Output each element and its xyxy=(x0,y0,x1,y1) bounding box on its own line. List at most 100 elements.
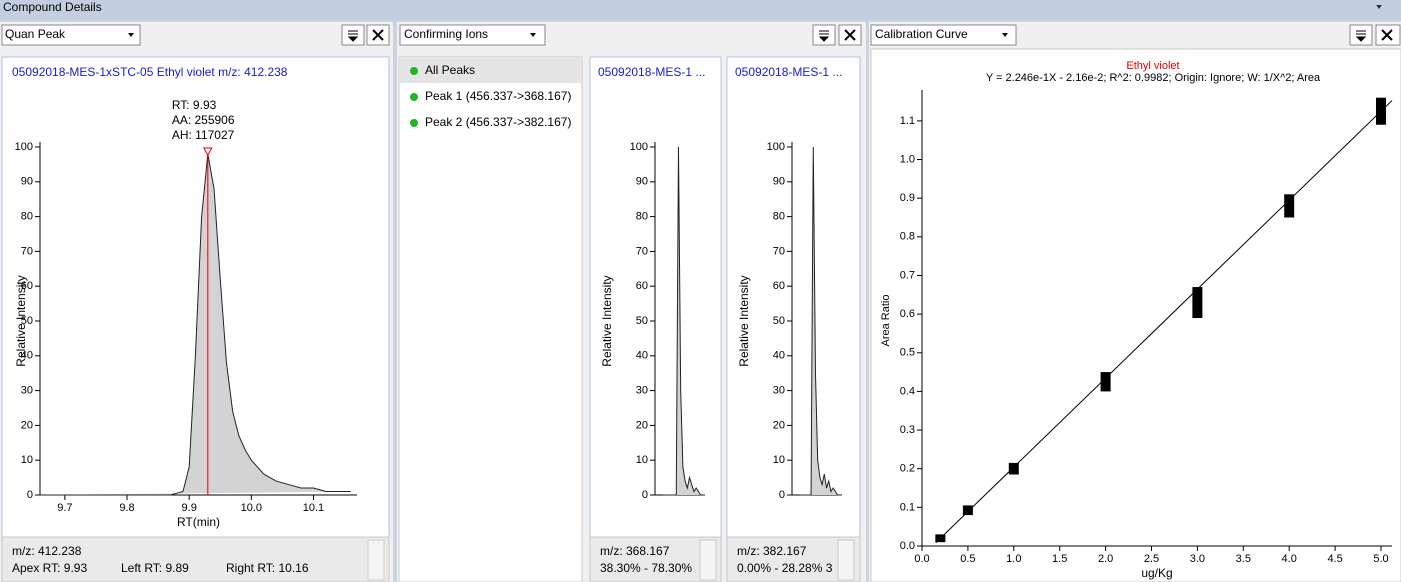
footer-text: Right RT: 10.16 xyxy=(226,561,309,575)
footer-text: m/z: 368.167 xyxy=(600,544,670,558)
footer-text: Left RT: 9.89 xyxy=(121,561,189,575)
y-tick-label: 40 xyxy=(773,350,785,362)
y-tick-label: 90 xyxy=(773,176,785,188)
ion-footer-1 xyxy=(589,536,722,582)
calibration-point xyxy=(1100,372,1111,392)
y-tick-label: 0 xyxy=(779,489,785,501)
x-tick-label: 1.0 xyxy=(1006,553,1021,565)
x-tick-label: 1.5 xyxy=(1052,553,1067,565)
x-tick-label: 0.5 xyxy=(960,553,975,565)
y-tick-label: 10 xyxy=(21,454,33,466)
calibration-point xyxy=(1375,97,1386,125)
y-tick-label: 0.4 xyxy=(900,385,915,397)
scrollbar[interactable] xyxy=(699,539,717,581)
y-tick-label: 60 xyxy=(773,280,785,292)
chart-title: Ethyl violet xyxy=(1126,60,1179,72)
y-tick-label: 60 xyxy=(21,280,33,292)
y-tick-label: 0.0 xyxy=(900,540,915,552)
close-icon xyxy=(372,29,384,41)
ion-item[interactable]: Peak 1 (456.337->368.167) xyxy=(425,89,571,103)
y-tick-label: 50 xyxy=(21,315,33,327)
scrollbar[interactable] xyxy=(367,539,385,581)
chart-title: 05092018-MES-1 ... xyxy=(735,65,842,79)
y-tick-label: 30 xyxy=(636,385,648,397)
y-tick-label: 1.0 xyxy=(900,153,915,165)
y-tick-label: 0.3 xyxy=(900,424,915,436)
quan-dropdown[interactable] xyxy=(1,24,141,46)
y-axis-label: Relative Intensity xyxy=(600,275,614,366)
y-tick-label: 0.8 xyxy=(900,231,915,243)
y-tick-label: 0.6 xyxy=(900,308,915,320)
y-tick-label: 80 xyxy=(636,211,648,223)
y-tick-label: 50 xyxy=(636,315,648,327)
x-tick-label: 2.5 xyxy=(1144,553,1159,565)
close-icon xyxy=(844,29,856,41)
x-tick-label: 2.0 xyxy=(1098,553,1113,565)
y-tick-label: 40 xyxy=(636,350,648,362)
ion-list xyxy=(398,56,583,582)
ions-dropdown-label: Confirming Ions xyxy=(404,27,488,41)
x-tick-label: 9.7 xyxy=(57,502,72,514)
y-tick-label: 90 xyxy=(636,176,648,188)
apex-star xyxy=(202,147,213,156)
y-tick-label: 40 xyxy=(21,350,33,362)
y-tick-label: 50 xyxy=(773,315,785,327)
footer-text: m/z: 382.167 xyxy=(737,544,807,558)
x-tick-label: 10.0 xyxy=(241,502,262,514)
chart-title: 05092018-MES-1 ... xyxy=(598,65,705,79)
calibration-point xyxy=(962,505,973,516)
ion-item[interactable]: All Peaks xyxy=(425,63,475,77)
y-axis-label: Area Ratio xyxy=(880,295,892,347)
calibration-menu-button[interactable] xyxy=(1349,24,1373,46)
peak-trace xyxy=(663,146,705,496)
footer-text: 0.00% - 28.28% 3 xyxy=(737,561,833,575)
dropdown-arrow xyxy=(1002,33,1008,37)
chart-title: 05092018-MES-1xSTC-05 Ethyl violet m/z: … xyxy=(12,65,288,79)
y-tick-label: 70 xyxy=(636,245,648,257)
y-axis-label: Relative Intensity xyxy=(14,275,28,366)
y-tick-label: 100 xyxy=(630,141,648,153)
quan-menu-button[interactable] xyxy=(341,24,365,46)
y-tick-label: 100 xyxy=(15,141,33,153)
scrollbar[interactable] xyxy=(837,539,855,581)
x-tick-label: 5.0 xyxy=(1373,553,1388,565)
x-tick-label: 9.8 xyxy=(119,502,134,514)
x-axis-label: ug/Kg xyxy=(1141,566,1172,580)
y-tick-label: 20 xyxy=(636,419,648,431)
calibration-point xyxy=(1008,462,1019,475)
ion-item[interactable]: Peak 2 (456.337->382.167) xyxy=(425,115,571,129)
close-icon xyxy=(1381,29,1393,41)
calibration-plot-area xyxy=(870,48,1401,582)
x-tick-label: 4.5 xyxy=(1327,553,1342,565)
y-tick-label: 10 xyxy=(773,454,785,466)
y-tick-label: 0.5 xyxy=(900,347,915,359)
status-dot xyxy=(410,119,418,127)
y-tick-label: 0.1 xyxy=(900,501,915,513)
title-bar xyxy=(0,0,1401,20)
y-tick-label: 70 xyxy=(21,245,33,257)
calibration-dropdown[interactable] xyxy=(870,24,1017,46)
y-tick-label: 0 xyxy=(27,489,33,501)
menu-icon xyxy=(347,30,359,42)
y-axis-label: Relative Intensity xyxy=(737,275,751,366)
footer-text: 38.30% - 78.30% xyxy=(600,561,692,575)
y-tick-label: 1.1 xyxy=(900,115,915,127)
ions-menu-button[interactable] xyxy=(812,24,836,46)
x-tick-label: 3.0 xyxy=(1190,553,1205,565)
quan-dropdown-label: Quan Peak xyxy=(5,27,66,41)
window-title: Compound Details xyxy=(3,0,102,14)
y-tick-label: 20 xyxy=(21,419,33,431)
ion-plot-2 xyxy=(726,56,861,538)
ions-dropdown[interactable] xyxy=(399,24,546,46)
x-tick-label: 4.0 xyxy=(1282,553,1297,565)
y-tick-label: 10 xyxy=(636,454,648,466)
x-tick-label: 0.0 xyxy=(914,553,929,565)
calibration-dropdown-label: Calibration Curve xyxy=(875,27,968,41)
window-menu[interactable] xyxy=(1376,5,1382,9)
y-tick-label: 80 xyxy=(21,211,33,223)
menu-icon xyxy=(818,30,830,42)
peak-annotation: AA: 255906 xyxy=(172,113,235,127)
y-tick-label: 70 xyxy=(773,245,785,257)
y-tick-label: 100 xyxy=(767,141,785,153)
